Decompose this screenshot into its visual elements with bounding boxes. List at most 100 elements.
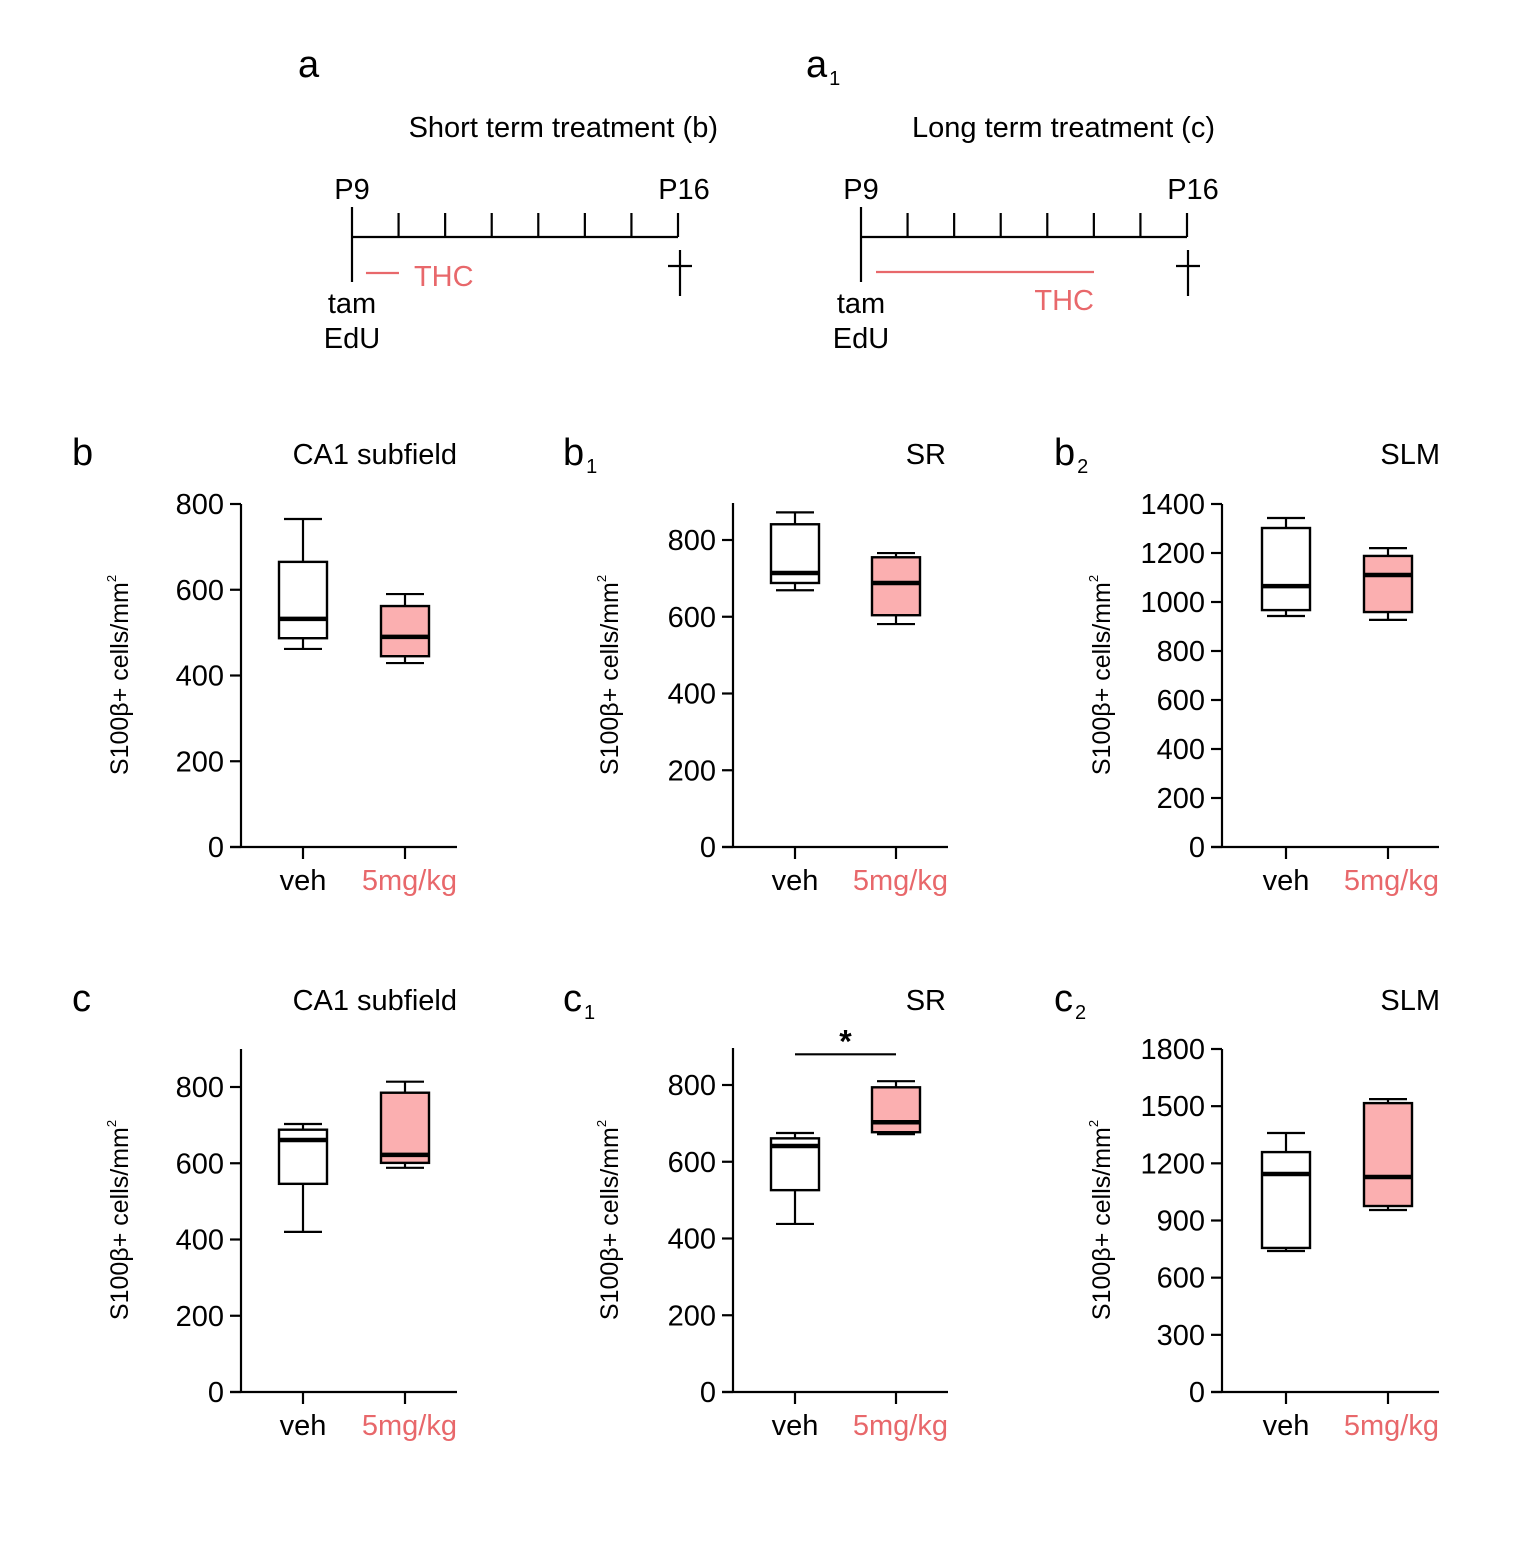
y-tick-label: 200 xyxy=(1157,783,1205,815)
panel-subscript: 1 xyxy=(584,1002,595,1024)
iqr-box xyxy=(277,560,329,640)
y-tick-label: 800 xyxy=(1157,636,1205,668)
panel-letter: b xyxy=(563,432,584,474)
tam-label: tam xyxy=(328,288,376,320)
box-thc xyxy=(1362,1098,1414,1212)
x-tick-label: veh xyxy=(1263,865,1310,897)
chart-title: CA1 subfield xyxy=(293,439,457,471)
panel-label: b xyxy=(72,432,93,474)
edu-label: EdU xyxy=(833,323,889,355)
y-tick-label: 0 xyxy=(1189,1377,1205,1409)
chart-panel-c: c CA1 subfield 0 200 400 600 800 veh 5mg/kg S100β… xyxy=(72,978,457,1442)
y-tick-label: 400 xyxy=(668,1224,716,1256)
y-tick-label: 1400 xyxy=(1140,489,1205,521)
significance-asterisk: * xyxy=(839,1023,852,1059)
y-tick-label: 600 xyxy=(668,602,716,634)
panel-letter: b xyxy=(72,432,93,474)
y-axis-label-text: S100β+ cells/mm xyxy=(1088,582,1116,775)
y-axis-label: S100β+ cells/mm2 xyxy=(104,575,134,775)
panel-subscript: 2 xyxy=(1077,456,1088,478)
panel-label: a xyxy=(298,44,320,86)
y-tick-label: 200 xyxy=(668,1300,716,1332)
y-tick-label: 400 xyxy=(1157,734,1205,766)
chart-panel-b: b CA1 subfield 0 200 400 600 800 veh 5mg/kg S100β… xyxy=(72,432,457,897)
y-axis-label-superscript: 2 xyxy=(104,575,119,582)
end-day-label: P16 xyxy=(1167,174,1219,206)
chart-title: SLM xyxy=(1380,439,1440,471)
y-tick-label: 400 xyxy=(176,1225,224,1257)
box-veh xyxy=(769,1131,821,1226)
y-tick-label: 0 xyxy=(208,1377,224,1409)
y-tick-label: 200 xyxy=(176,746,224,778)
y-axis-label: S100β+ cells/mm2 xyxy=(594,1120,624,1320)
panel-subscript: 1 xyxy=(586,456,597,478)
y-tick-label: 400 xyxy=(668,679,716,711)
box-veh xyxy=(1260,1131,1312,1253)
iqr-box xyxy=(870,556,922,617)
end-day-label: P16 xyxy=(658,174,710,206)
y-axis-label: S100β+ cells/mm2 xyxy=(1086,575,1116,775)
start-day-label: P9 xyxy=(843,174,878,206)
y-tick-label: 1800 xyxy=(1140,1034,1205,1066)
edu-label: EdU xyxy=(324,323,380,355)
thc-label: THC xyxy=(414,261,474,293)
y-axis-label-superscript: 2 xyxy=(104,1120,119,1127)
y-axis-label-superscript: 2 xyxy=(594,1120,609,1127)
y-axis-label: S100β+ cells/mm2 xyxy=(104,1120,134,1320)
box-thc xyxy=(870,1080,922,1136)
x-tick-label: veh xyxy=(280,865,327,897)
x-tick-label: 5mg/kg xyxy=(362,865,457,897)
y-tick-label: 600 xyxy=(176,1148,224,1180)
box-thc xyxy=(379,592,431,665)
panel-letter: b xyxy=(1054,432,1075,474)
y-axis-label-text: S100β+ cells/mm xyxy=(106,1127,134,1320)
x-tick-label: veh xyxy=(772,1410,819,1442)
box-veh xyxy=(1260,516,1312,618)
y-axis-label: S100β+ cells/mm2 xyxy=(594,575,624,775)
x-tick-label: 5mg/kg xyxy=(1344,1410,1439,1442)
panel-letter: c xyxy=(72,978,91,1020)
x-tick-label: 5mg/kg xyxy=(853,1410,948,1442)
panel-label: c xyxy=(72,978,91,1020)
box-veh xyxy=(277,1122,329,1233)
y-axis-label-text: S100β+ cells/mm xyxy=(596,582,624,775)
y-tick-label: 1000 xyxy=(1140,587,1205,619)
y-tick-label: 900 xyxy=(1157,1206,1205,1238)
timeline-title: Short term treatment (b) xyxy=(409,112,718,144)
y-tick-label: 0 xyxy=(1189,832,1205,864)
panel-letter: a xyxy=(298,44,320,86)
chart-panel-c1: c 1 SR 0 200 400 600 800 veh 5mg/kg S100β+ cells/m… xyxy=(563,978,948,1442)
y-tick-label: 0 xyxy=(208,832,224,864)
y-axis-label-superscript: 2 xyxy=(1086,575,1101,582)
iqr-box xyxy=(870,1086,922,1134)
panel-letter: c xyxy=(563,978,582,1020)
x-tick-label: veh xyxy=(280,1410,327,1442)
iqr-box xyxy=(1362,1101,1414,1208)
chart-title: SLM xyxy=(1380,985,1440,1017)
chart-title: SR xyxy=(906,985,946,1017)
tam-label: tam xyxy=(837,288,885,320)
iqr-box xyxy=(1260,1150,1312,1250)
y-axis-label-text: S100β+ cells/mm xyxy=(596,1127,624,1320)
y-tick-label: 800 xyxy=(176,1072,224,1104)
chart-title: CA1 subfield xyxy=(293,985,457,1017)
y-tick-label: 200 xyxy=(176,1301,224,1333)
y-tick-label: 1200 xyxy=(1140,538,1205,570)
y-tick-label: 1500 xyxy=(1140,1091,1205,1123)
start-day-label: P9 xyxy=(334,174,369,206)
y-tick-label: 1200 xyxy=(1140,1148,1205,1180)
y-tick-label: 400 xyxy=(176,661,224,693)
box-veh xyxy=(769,511,821,592)
y-axis-label-superscript: 2 xyxy=(594,575,609,582)
x-tick-label: veh xyxy=(772,865,819,897)
y-tick-label: 600 xyxy=(668,1147,716,1179)
timeline-title: Long term treatment (c) xyxy=(912,112,1215,144)
y-tick-label: 600 xyxy=(176,575,224,607)
box-thc xyxy=(1362,546,1414,621)
